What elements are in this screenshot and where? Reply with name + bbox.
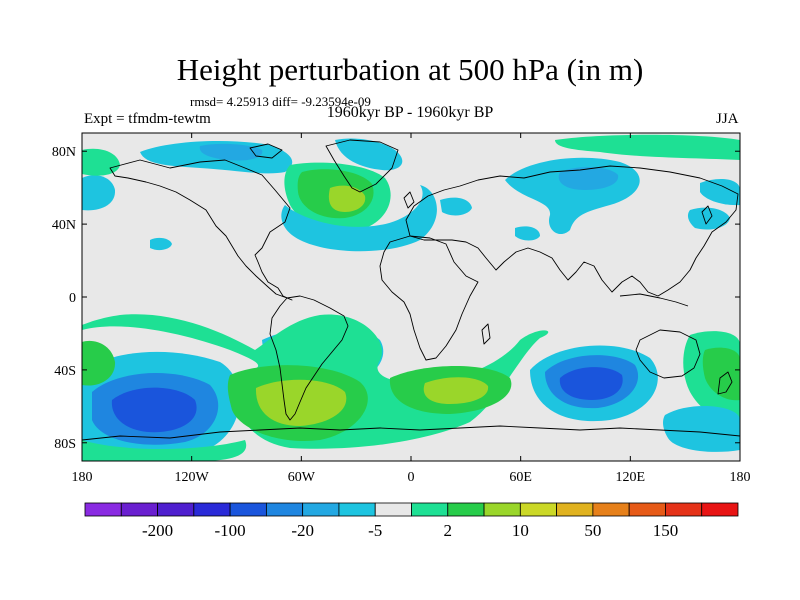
contour-pos-core-north-atlantic: [328, 185, 366, 212]
contour-neg-north-pacific-east: [700, 178, 740, 206]
contour-neg-core-indian: [559, 367, 623, 400]
colorbar-swatch: [592, 502, 630, 517]
lat-tick-label: 40S: [54, 364, 76, 379]
contour-neg-greenland: [335, 138, 403, 171]
contour-neg-inner-north-america: [199, 143, 263, 161]
figure-title: Height perturbation at 500 hPa (in m): [176, 52, 644, 87]
lon-tick-label: 120W: [175, 470, 210, 485]
contour-neg-new-zealand: [663, 405, 740, 452]
contour-neg-north-asia: [440, 197, 472, 216]
contour-pos-south-pacific-ring: [82, 440, 247, 461]
coastline-uk: [403, 191, 415, 209]
contour-neg-central-asia: [515, 226, 540, 241]
stats-text: rmsd= 4.25913 diff= -9.23594e-09: [190, 94, 371, 109]
colorbar-label: -20: [291, 521, 314, 540]
colorbar-label: 150: [653, 521, 679, 540]
colorbar-label: -100: [215, 521, 246, 540]
coastline-africa: [379, 235, 479, 361]
colorbar-swatch: [483, 502, 521, 517]
colorbar-swatch: [556, 502, 594, 517]
coastline-madagascar: [481, 323, 491, 345]
contour-pos-core-south-america: [255, 379, 347, 426]
colorbar-swatch: [302, 502, 340, 517]
lat-tick-label: 0: [69, 291, 76, 306]
lon-tick-label: 60E: [509, 470, 532, 485]
coastline-south-america: [269, 295, 349, 421]
lat-tick-label: 80S: [54, 437, 76, 452]
lon-tick-label: 180: [730, 470, 751, 485]
contour-pos-core-west-pacific: [702, 347, 740, 401]
colorbar-swatch: [229, 502, 267, 517]
coastline-australia: [635, 329, 701, 379]
coastline-eurasia: [405, 165, 739, 297]
coastline-antarctica: [82, 425, 740, 441]
colorbar-swatch: [120, 502, 158, 517]
contour-fills: [82, 134, 740, 461]
colorbar-label: 50: [584, 521, 601, 540]
lon-tick-label: 120E: [616, 470, 646, 485]
lat-tick-label: 40N: [52, 218, 76, 233]
coastline-japan: [701, 205, 713, 225]
colorbar-label: 2: [444, 521, 453, 540]
contour-neg-north-pacific-west: [82, 175, 116, 211]
colorbar-swatch: [519, 502, 558, 517]
period-label: 1960kyr BP - 1960kyr BP: [326, 104, 494, 121]
contour-neg-subtropical-pacific: [150, 237, 172, 251]
plot-area: [82, 133, 740, 461]
colorbar-swatch: [628, 502, 666, 517]
season-label: JJA: [716, 111, 739, 127]
contour-pos-arctic: [555, 134, 740, 160]
coastline-new-zealand: [717, 371, 733, 395]
colorbar-swatch: [701, 502, 739, 517]
contour-neg-core-south-pacific: [111, 387, 197, 433]
contour-pos-core-south-africa: [423, 377, 489, 404]
colorbar-swatch: [374, 502, 412, 517]
experiment-label: Expt = tfmdm-tewtm: [84, 111, 211, 127]
colorbar-swatch: [665, 502, 703, 517]
contour-neg-inner-asia: [558, 166, 619, 190]
axis-layer: 80N 40N 0 40S 80S 180 120W 60W 0 60E 120E 180: [52, 133, 751, 485]
lon-tick-label: 60W: [288, 470, 316, 485]
coastlines: [82, 139, 740, 441]
contour-neg-north-atlantic-east: [281, 185, 437, 252]
coastline-indonesia: [619, 293, 689, 307]
colorbar-swatch: [157, 502, 195, 517]
colorbar-label: -5: [368, 521, 382, 540]
colorbar-swatch: [338, 502, 376, 517]
colorbar-swatch: [411, 502, 449, 517]
colorbar-swatch: [193, 502, 231, 517]
coastline-greenland: [325, 139, 399, 193]
colorbar: -200 -100 -20 -5 2 10 50 150: [84, 502, 739, 540]
contour-neg-east-asia: [687, 207, 730, 230]
colorbar-swatch: [84, 502, 122, 517]
contour-pos-date-line-south: [82, 340, 116, 386]
lon-tick-label: 180: [72, 470, 93, 485]
colorbar-label: 10: [512, 521, 529, 540]
lon-tick-label: 0: [408, 470, 415, 485]
lat-tick-label: 80N: [52, 145, 76, 160]
colorbar-swatch: [447, 502, 485, 517]
colorbar-label: -200: [142, 521, 173, 540]
coastline-arctic-islands: [249, 143, 283, 159]
colorbar-swatch: [265, 502, 304, 517]
